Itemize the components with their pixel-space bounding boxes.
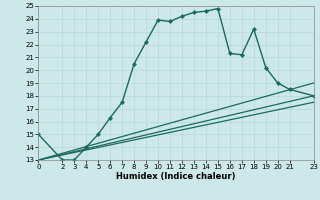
X-axis label: Humidex (Indice chaleur): Humidex (Indice chaleur) — [116, 172, 236, 181]
